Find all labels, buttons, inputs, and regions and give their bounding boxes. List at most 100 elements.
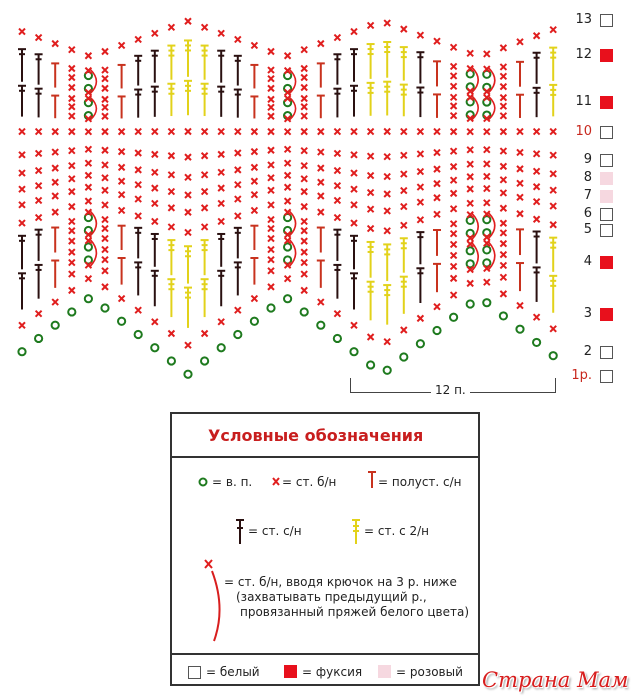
sc-stitch xyxy=(416,167,425,176)
sc-stitch xyxy=(68,146,76,155)
sc-stitch xyxy=(483,87,491,96)
sc-stitch xyxy=(317,298,325,306)
dc-stitch xyxy=(416,267,425,304)
dc2-stitch xyxy=(383,284,392,325)
dc-stitch xyxy=(18,234,26,270)
spike-arc xyxy=(488,212,496,239)
sc-stitch xyxy=(217,150,225,159)
pink-swatch xyxy=(378,665,391,678)
sc-stitch xyxy=(416,31,425,39)
sc-stitch xyxy=(300,202,308,211)
chain-stitch xyxy=(482,245,492,255)
dc-stitch xyxy=(150,232,159,267)
sc-stitch xyxy=(283,208,292,216)
sc-stitch xyxy=(449,82,458,91)
sc-stitch xyxy=(449,274,458,283)
sc-stitch xyxy=(68,227,76,235)
dc-stitch xyxy=(34,263,43,299)
sc-stitch xyxy=(101,84,109,93)
dc-stitch xyxy=(532,266,541,302)
sc-stitch xyxy=(433,302,441,311)
sc-stitch xyxy=(267,201,275,209)
sc-stitch xyxy=(283,66,292,75)
sc-stitch xyxy=(499,147,508,155)
sc-stitch xyxy=(267,283,275,291)
sc-stitch xyxy=(68,64,76,73)
sc-stitch xyxy=(449,62,458,71)
hdc-stitch xyxy=(117,63,126,89)
sc-stitch xyxy=(499,44,508,52)
row-label: 2 xyxy=(583,344,592,359)
sc-stitch xyxy=(317,148,325,156)
sc-stitch xyxy=(34,309,43,318)
sc-stitch xyxy=(516,148,524,157)
dc2-stitch xyxy=(366,81,375,116)
sc-stitch xyxy=(483,278,491,286)
row-label: 3 xyxy=(583,306,592,321)
row-color-swatch xyxy=(600,190,613,203)
sc-stitch xyxy=(217,217,225,226)
chain-stitch xyxy=(465,69,475,79)
chain-stitch xyxy=(67,307,77,317)
sc-stitch xyxy=(483,199,491,207)
sc-stitch xyxy=(400,127,408,136)
row-color-swatch xyxy=(600,96,613,109)
row-color-swatch xyxy=(600,49,613,62)
legend-pink: = розовый xyxy=(396,665,463,679)
sc-stitch xyxy=(449,176,458,184)
hdc-stitch xyxy=(316,226,325,253)
sc-stitch xyxy=(499,261,508,270)
sc-stitch xyxy=(68,73,76,82)
dc2-stitch xyxy=(383,40,392,78)
sc-stitch xyxy=(449,162,458,171)
sc-stitch xyxy=(101,186,109,195)
sc-stitch xyxy=(483,50,491,58)
sc-stitch xyxy=(549,325,557,333)
hdc-stitch xyxy=(516,228,524,256)
sc-stitch xyxy=(317,127,325,136)
hdc-stitch xyxy=(516,93,524,118)
sc-stitch xyxy=(68,270,76,278)
sc-stitch xyxy=(300,270,308,278)
sc-stitch xyxy=(84,88,93,97)
legend-white: = белый xyxy=(206,665,260,679)
chain-stitch xyxy=(150,343,160,353)
sc-stitch xyxy=(217,184,225,192)
sc-stitch xyxy=(18,185,26,193)
sc-stitch xyxy=(499,63,508,71)
sc-stitch xyxy=(51,164,59,172)
sc-stitch xyxy=(151,150,159,159)
dc2-stitch xyxy=(167,82,176,117)
sc-stitch xyxy=(234,306,242,314)
hdc-stitch xyxy=(250,63,259,89)
repeat-bracket: 12 п. xyxy=(350,378,556,397)
sc-stitch xyxy=(483,184,491,193)
dc2-stitch xyxy=(399,237,408,273)
dc2-stitch xyxy=(200,44,209,80)
sc-stitch xyxy=(449,111,458,120)
sc-stitch xyxy=(283,127,292,136)
chain-stitch xyxy=(200,356,210,366)
sc-stitch xyxy=(433,148,441,157)
dc-stitch xyxy=(233,88,242,118)
sc-stitch xyxy=(51,208,59,216)
sc-stitch xyxy=(101,267,109,275)
dc-stitch xyxy=(350,272,358,310)
crochet-chart xyxy=(17,17,558,379)
spike-arc xyxy=(488,241,496,270)
sc-stitch xyxy=(383,207,391,215)
row-color-swatch xyxy=(600,154,613,167)
spike-arc xyxy=(89,69,98,94)
sc-stitch xyxy=(184,208,192,216)
sc-stitch xyxy=(217,199,225,208)
sc-stitch xyxy=(101,103,109,112)
sc-stitch xyxy=(68,202,76,211)
sc-stitch xyxy=(101,174,109,182)
sc-stitch xyxy=(101,47,109,56)
dc-stitch xyxy=(217,232,226,267)
sc-stitch xyxy=(433,127,441,136)
sc-stitch xyxy=(51,127,59,136)
chain-stitch xyxy=(332,333,342,344)
sc-stitch xyxy=(151,318,159,326)
legend-box: Условные обозначения = в. п. = ст. б/н =… xyxy=(170,412,480,686)
